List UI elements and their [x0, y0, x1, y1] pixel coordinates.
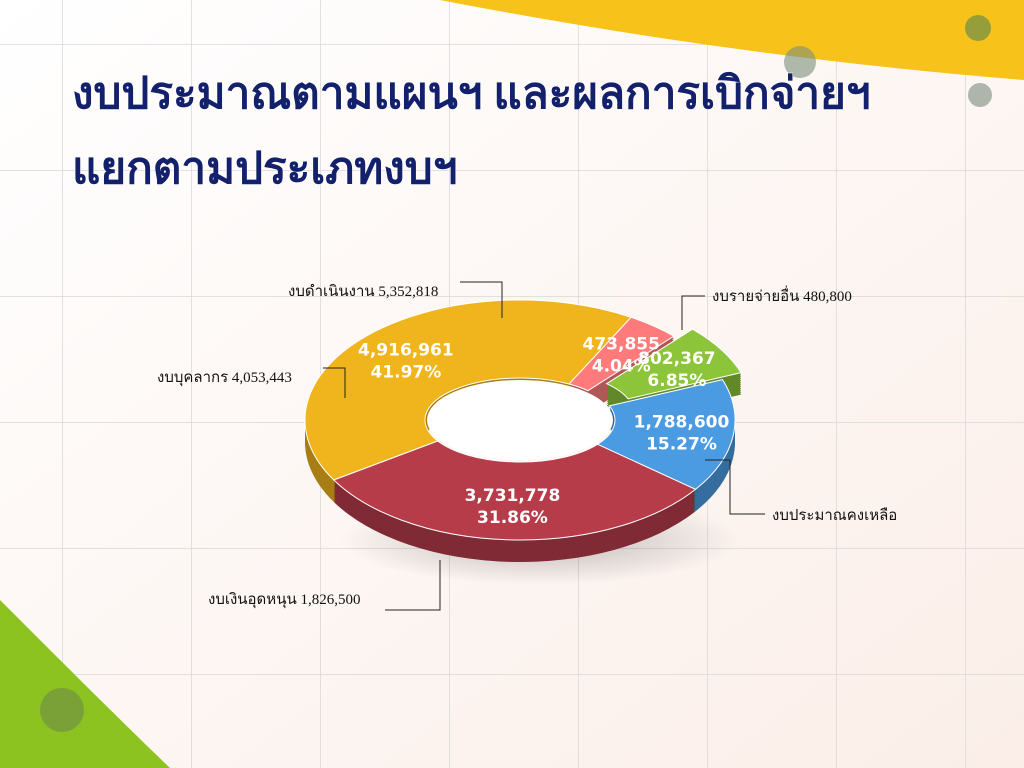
title-line: งบประมาณตามแผนฯ และผลการเบิกจ่ายฯ — [72, 69, 871, 118]
decor-drop — [968, 83, 992, 107]
annotation: งบรายจ่ายอื่น 480,800 — [712, 285, 852, 305]
segment — [596, 379, 736, 490]
segment — [332, 440, 697, 541]
leader-line — [705, 459, 765, 515]
decor-drop — [965, 15, 991, 41]
segment — [605, 328, 742, 400]
annotation: งบประมาณคงเหลือ — [772, 507, 897, 524]
decor-green — [0, 600, 170, 768]
decor-drop — [40, 688, 84, 732]
donut-hole — [427, 380, 613, 460]
percent-label: 4.04% — [592, 356, 651, 376]
annotation: งบเงินอุดหนุน 1,826,500 — [208, 591, 360, 609]
leader-line — [460, 281, 503, 318]
value-label: 473,855 — [583, 334, 660, 354]
title-line: แยกตามประเภทงบฯ — [72, 144, 457, 193]
annotation: งบบุคลากร 4,053,443 — [157, 370, 292, 387]
value-label: 802,367 — [638, 349, 715, 369]
value-label: 3,731,778 — [465, 486, 561, 506]
value-label: 4,916,961 — [358, 340, 454, 360]
leader-line — [323, 367, 346, 398]
decor-yellow — [440, 0, 1024, 80]
percent-label: 31.86% — [477, 508, 548, 528]
leader-line — [681, 295, 705, 330]
leader-line — [385, 560, 441, 611]
segment — [304, 299, 632, 481]
annotation: งบดำเนินงาน 5,352,818 — [288, 283, 438, 300]
percent-label: 15.27% — [646, 435, 717, 455]
percent-label: 6.85% — [647, 371, 706, 391]
percent-label: 41.97% — [370, 362, 441, 382]
decor-drop — [784, 46, 816, 78]
value-label: 1,788,600 — [634, 413, 730, 433]
segment — [568, 316, 675, 392]
